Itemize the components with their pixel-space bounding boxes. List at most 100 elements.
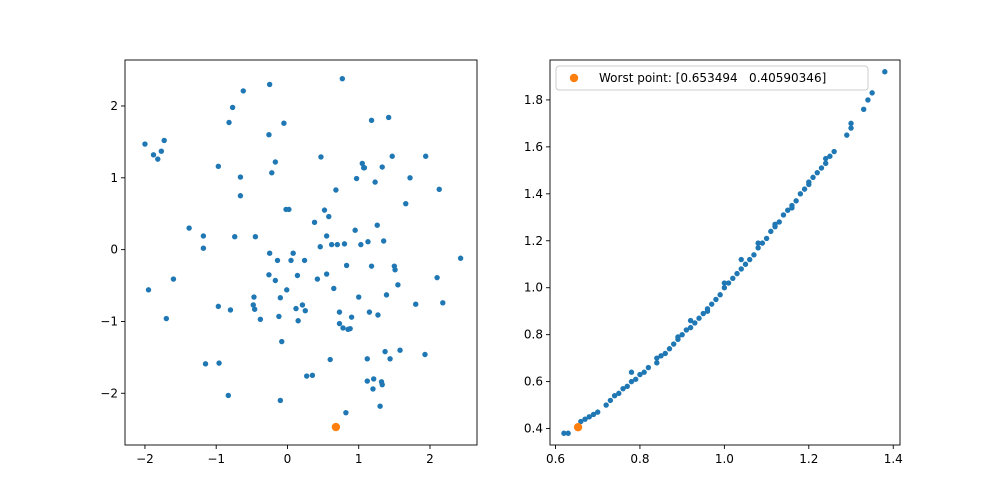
data-point: [266, 132, 272, 138]
x-tick-label: 1.2: [799, 452, 818, 466]
data-point: [797, 191, 804, 197]
data-point: [142, 141, 148, 147]
data-point: [266, 250, 273, 256]
data-point: [286, 206, 292, 213]
data-point: [607, 397, 614, 404]
legend-box: [555, 65, 869, 91]
data-point: [704, 308, 711, 314]
data-point: [806, 179, 812, 185]
x-tick-label: −2: [136, 452, 154, 466]
data-point: [150, 152, 157, 158]
data-point: [293, 305, 299, 312]
data-point: [309, 372, 316, 379]
data-point: [299, 302, 306, 308]
data-point: [294, 272, 301, 279]
data-point: [145, 287, 152, 293]
data-point: [216, 360, 222, 366]
data-point: [334, 241, 341, 248]
data-point: [272, 277, 279, 284]
data-point: [158, 148, 165, 154]
data-point: [869, 90, 875, 96]
data-point: [633, 376, 639, 382]
data-point: [747, 256, 753, 263]
data-point: [225, 392, 232, 399]
data-point: [848, 120, 854, 127]
data-point: [683, 327, 690, 333]
x-tick-label: 0: [284, 452, 292, 466]
data-point: [277, 295, 284, 301]
x-tick-label: 2: [426, 452, 434, 466]
data-point: [860, 106, 867, 113]
data-point: [582, 416, 588, 422]
data-point: [266, 81, 273, 88]
data-point: [422, 351, 428, 358]
data-point: [738, 266, 744, 272]
data-point: [423, 153, 429, 159]
x-tick-label: 1.4: [884, 452, 903, 466]
data-point: [323, 271, 330, 277]
data-point: [666, 346, 673, 352]
data-point: [590, 411, 597, 418]
legend: Worst point: [0.653494 0.40590346]: [555, 65, 869, 91]
data-point: [366, 309, 373, 315]
data-point: [709, 301, 715, 307]
data-point: [323, 233, 330, 239]
data-point: [348, 314, 355, 320]
axes-frame: [549, 59, 901, 446]
data-point: [358, 241, 364, 248]
data-point: [368, 117, 375, 124]
data-point: [251, 306, 258, 312]
data-point: [675, 334, 681, 340]
data-point: [814, 169, 820, 176]
data-point: [822, 155, 829, 162]
data-point: [277, 397, 284, 404]
data-point: [284, 287, 290, 293]
data-point: [163, 315, 170, 322]
data-point: [776, 219, 782, 225]
data-point: [759, 240, 766, 246]
data-point: [628, 369, 635, 375]
data-point: [848, 125, 854, 131]
x-tick-label: 0.8: [630, 452, 649, 466]
data-point: [785, 207, 791, 213]
data-point: [336, 320, 343, 327]
data-point: [382, 348, 388, 355]
data-point: [434, 274, 440, 281]
data-point: [202, 361, 209, 367]
legend-marker: [569, 73, 579, 83]
data-point: [713, 296, 719, 303]
y-tick-label: 1.2: [524, 234, 543, 248]
data-point: [436, 186, 442, 192]
data-point: [687, 317, 694, 324]
data-point: [831, 148, 837, 155]
y-tick-label: 0.8: [524, 328, 543, 342]
y-tick-label: 1: [110, 171, 118, 185]
data-point: [403, 200, 409, 207]
data-point: [274, 257, 281, 264]
data-point: [161, 137, 167, 144]
data-point: [586, 414, 592, 420]
data-point: [229, 104, 236, 111]
data-point: [387, 356, 393, 362]
worst-point-marker: [573, 422, 583, 432]
data-point: [257, 316, 264, 322]
y-tick-label: 1.6: [524, 140, 543, 154]
data-point: [637, 371, 643, 378]
data-point: [170, 276, 177, 282]
data-point: [226, 119, 232, 126]
data-point: [793, 198, 799, 204]
data-point: [397, 347, 403, 353]
data-point: [692, 320, 698, 326]
data-point: [628, 378, 635, 385]
y-tick-label: 1.0: [524, 281, 543, 295]
data-point: [679, 331, 685, 338]
data-point: [290, 250, 296, 256]
data-point: [611, 393, 618, 399]
data-point: [379, 164, 385, 170]
data-point: [279, 338, 285, 345]
data-point: [372, 179, 378, 185]
data-point: [389, 153, 395, 159]
data-point: [624, 383, 630, 390]
data-point: [301, 257, 308, 264]
